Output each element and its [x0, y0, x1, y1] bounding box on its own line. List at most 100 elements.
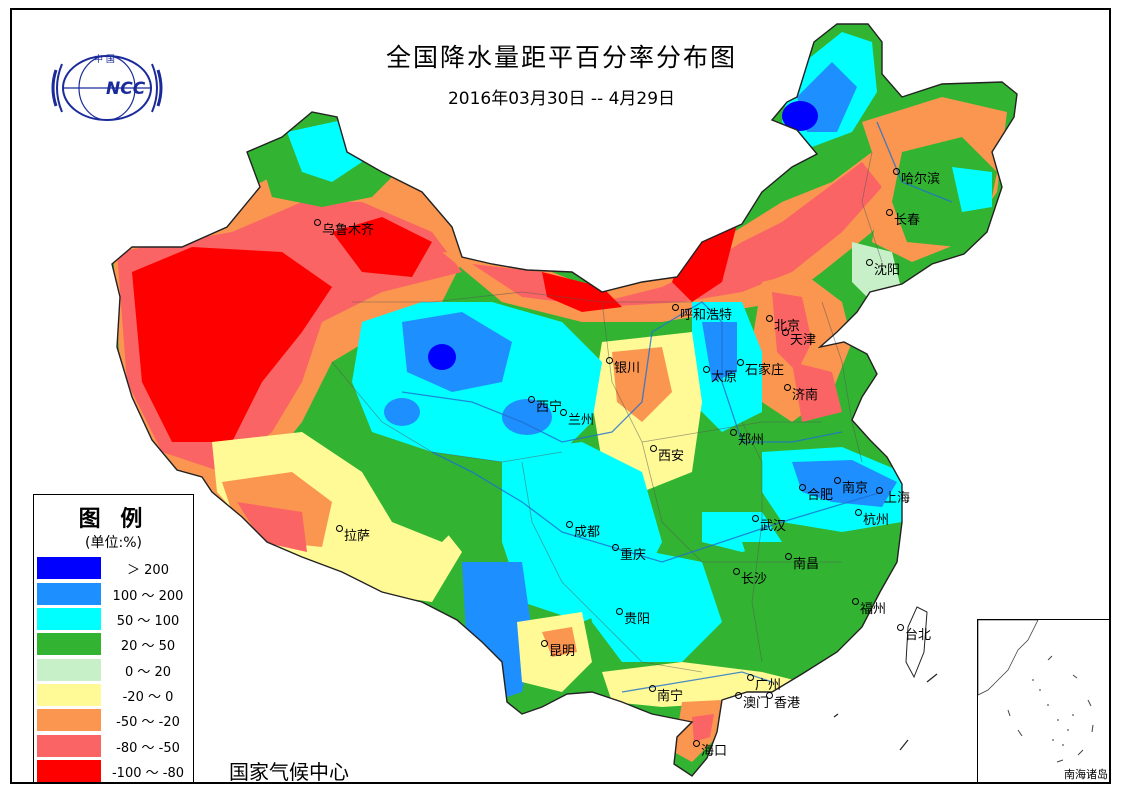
city-marker-icon [866, 259, 873, 266]
city-name: 石家庄 [745, 363, 785, 378]
legend-unit: (单位:%) [85, 535, 142, 551]
city-name: 拉萨 [344, 529, 371, 544]
city-name: 西安 [658, 449, 685, 464]
city-label: 南京 [834, 477, 868, 496]
city-marker-icon [785, 553, 792, 560]
city-marker-icon [730, 429, 737, 436]
city-label: 郑州 [730, 429, 764, 448]
city-label: 呼和浩特 [672, 304, 732, 323]
city-marker-icon [693, 740, 700, 747]
city-marker-icon [733, 568, 740, 575]
city-name: 福州 [860, 602, 887, 617]
city-marker-icon [612, 544, 619, 551]
city-label: 福州 [852, 598, 886, 617]
city-marker-icon [886, 209, 893, 216]
city-label: 广州 [747, 674, 781, 693]
city-marker-icon [747, 674, 754, 681]
legend-swatch [37, 583, 101, 605]
city-label: 合肥 [799, 484, 833, 503]
city-label: 南昌 [785, 553, 819, 572]
city-marker-icon [766, 692, 773, 699]
city-label: 武汉 [752, 515, 786, 534]
legend-swatch [37, 709, 101, 731]
city-label: 太原 [703, 366, 737, 385]
city-name: 长春 [894, 213, 921, 228]
logo-top-text: 中 国 [94, 53, 115, 65]
city-name: 台北 [905, 628, 932, 643]
city-marker-icon [528, 396, 535, 403]
city-marker-icon [735, 692, 742, 699]
inset-label: 南海诸岛 [1064, 768, 1108, 781]
ncc-logo: 中 国 NCC [48, 50, 166, 124]
city-label: 兰州 [560, 409, 594, 428]
city-name: 银川 [614, 361, 641, 376]
legend-swatch [37, 735, 101, 757]
city-marker-icon [606, 357, 613, 364]
map-title: 全国降水量距平百分率分布图 [385, 43, 737, 72]
legend-item: 0 ～ 20 [37, 659, 191, 681]
city-marker-icon [566, 521, 573, 528]
city-name: 澳门 [743, 696, 770, 711]
city-label: 石家庄 [737, 359, 784, 378]
city-name: 香港 [774, 696, 801, 711]
legend-label: 100 ～ 200 [112, 589, 184, 604]
city-marker-icon [703, 366, 710, 373]
city-marker-icon [876, 487, 883, 494]
city-marker-icon [799, 484, 806, 491]
city-name: 济南 [792, 388, 819, 403]
city-label: 贵阳 [616, 608, 650, 627]
city-marker-icon [737, 359, 744, 366]
city-label: 乌鲁木齐 [314, 219, 374, 238]
city-name: 重庆 [620, 548, 647, 563]
city-label: 拉萨 [336, 525, 370, 544]
logo-mark-text: NCC [106, 79, 146, 99]
city-marker-icon [782, 329, 789, 336]
city-marker-icon [541, 640, 548, 647]
city-marker-icon [852, 598, 859, 605]
city-label: 西宁 [528, 396, 562, 415]
ncc-globe-logo-icon: 中 国 NCC [51, 53, 163, 121]
city-marker-icon [752, 515, 759, 522]
legend-swatch [37, 760, 101, 782]
city-marker-icon [649, 685, 656, 692]
city-marker-icon [897, 624, 904, 631]
city-name: 昆明 [549, 644, 576, 659]
legend-label: 50 ～ 100 [116, 614, 180, 629]
city-label: 昆明 [541, 640, 575, 659]
city-name: 海口 [701, 744, 728, 759]
city-name: 南宁 [657, 689, 684, 704]
legend-swatch [37, 659, 101, 681]
city-name: 沈阳 [874, 263, 901, 278]
city-name: 哈尔滨 [901, 172, 941, 187]
organization-name: 国家气候中心 [229, 760, 349, 784]
legend-item: -80 ～ -50 [37, 735, 191, 757]
legend-item: ＞ 200 [37, 557, 191, 579]
precipitation-anomaly-map [111, 23, 1018, 777]
city-marker-icon [314, 219, 321, 226]
legend-item: -100 ～ -80 [37, 760, 191, 782]
city-name: 贵阳 [624, 612, 651, 627]
legend-swatch [37, 608, 101, 630]
city-name: 西宁 [536, 400, 563, 415]
city-marker-icon [834, 477, 841, 484]
legend-title: 图 例 [78, 507, 149, 532]
city-label: 上海 [876, 487, 910, 506]
city-label: 天津 [782, 329, 816, 348]
legend-swatch [37, 557, 101, 579]
map-frame: 中 国 NCC 南海诸岛 图 例 (单位:%) ＞ 200 100 ～ 200 … [10, 8, 1111, 784]
legend-label: -100 ～ -80 [111, 766, 184, 781]
city-label: 济南 [784, 384, 818, 403]
city-label: 海口 [693, 740, 727, 759]
city-name: 郑州 [738, 433, 765, 448]
legend-label: -80 ～ -50 [116, 741, 180, 756]
legend-item: -50 ～ -20 [37, 709, 191, 731]
city-label: 北京 [766, 315, 800, 334]
city-marker-icon [766, 315, 773, 322]
legend-label: ＞ 200 [127, 563, 169, 578]
city-name: 南京 [842, 481, 869, 496]
legend-item: 50 ～ 100 [37, 608, 191, 630]
map-subtitle: 2016年03月30日 -- 4月29日 [447, 89, 676, 109]
city-marker-icon [672, 304, 679, 311]
city-label: 西安 [650, 445, 684, 464]
legend-item: 20 ～ 50 [37, 633, 191, 655]
